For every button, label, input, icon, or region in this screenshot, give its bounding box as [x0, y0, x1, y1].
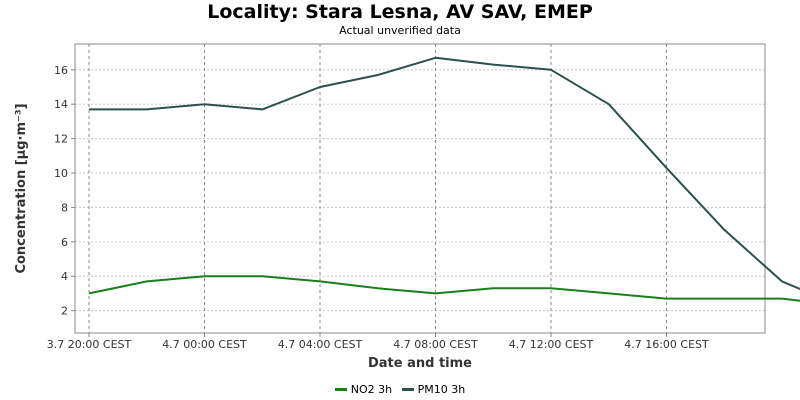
x-tick-label: 4.7 12:00 CEST	[509, 338, 594, 351]
legend: NO2 3h PM10 3h	[0, 381, 800, 396]
y-tick-label: 14	[54, 98, 68, 111]
series-lines	[88, 56, 800, 302]
y-tick-label: 10	[54, 167, 68, 180]
y-tick-label: 6	[61, 236, 68, 249]
y-tick-label: 16	[54, 64, 68, 77]
grid-lines	[75, 44, 765, 333]
y-tick-label: 2	[61, 305, 68, 318]
y-tick-label: 4	[61, 270, 68, 283]
legend-swatch-pm10	[401, 388, 414, 391]
x-tick-label: 4.7 16:00 CEST	[624, 338, 709, 351]
legend-swatch-no2	[334, 388, 347, 391]
series-line-0	[88, 275, 800, 302]
legend-item-no2: NO2 3h	[334, 383, 393, 396]
legend-item-pm10: PM10 3h	[401, 383, 466, 396]
y-axis-label: Concentration [µg·m⁻³]	[14, 103, 29, 273]
y-tick-label: 12	[54, 133, 68, 146]
legend-label-no2: NO2 3h	[350, 383, 393, 396]
y-tick-label: 8	[61, 201, 68, 214]
chart-subtitle: Actual unverified data	[339, 24, 461, 37]
legend-label-pm10: PM10 3h	[417, 383, 466, 396]
x-axis-label: Date and time	[368, 356, 472, 371]
x-tick-label: 3.7 20:00 CEST	[47, 338, 132, 351]
x-tick-label: 4.7 04:00 CEST	[278, 338, 363, 351]
series-line-1	[89, 56, 800, 290]
x-axis-ticks: 3.7 20:00 CEST 4.7 00:00 CEST 4.7 04:00 CE…	[47, 333, 709, 351]
x-tick-label: 4.7 00:00 CEST	[162, 338, 247, 351]
y-axis-ticks: 2 4 6 8 10 12 14 16	[54, 64, 75, 318]
x-tick-label: 4.7 08:00 CEST	[393, 338, 478, 351]
chart-title: Locality: Stara Lesna, AV SAV, EMEP	[207, 1, 593, 23]
plot-area	[74, 43, 766, 334]
